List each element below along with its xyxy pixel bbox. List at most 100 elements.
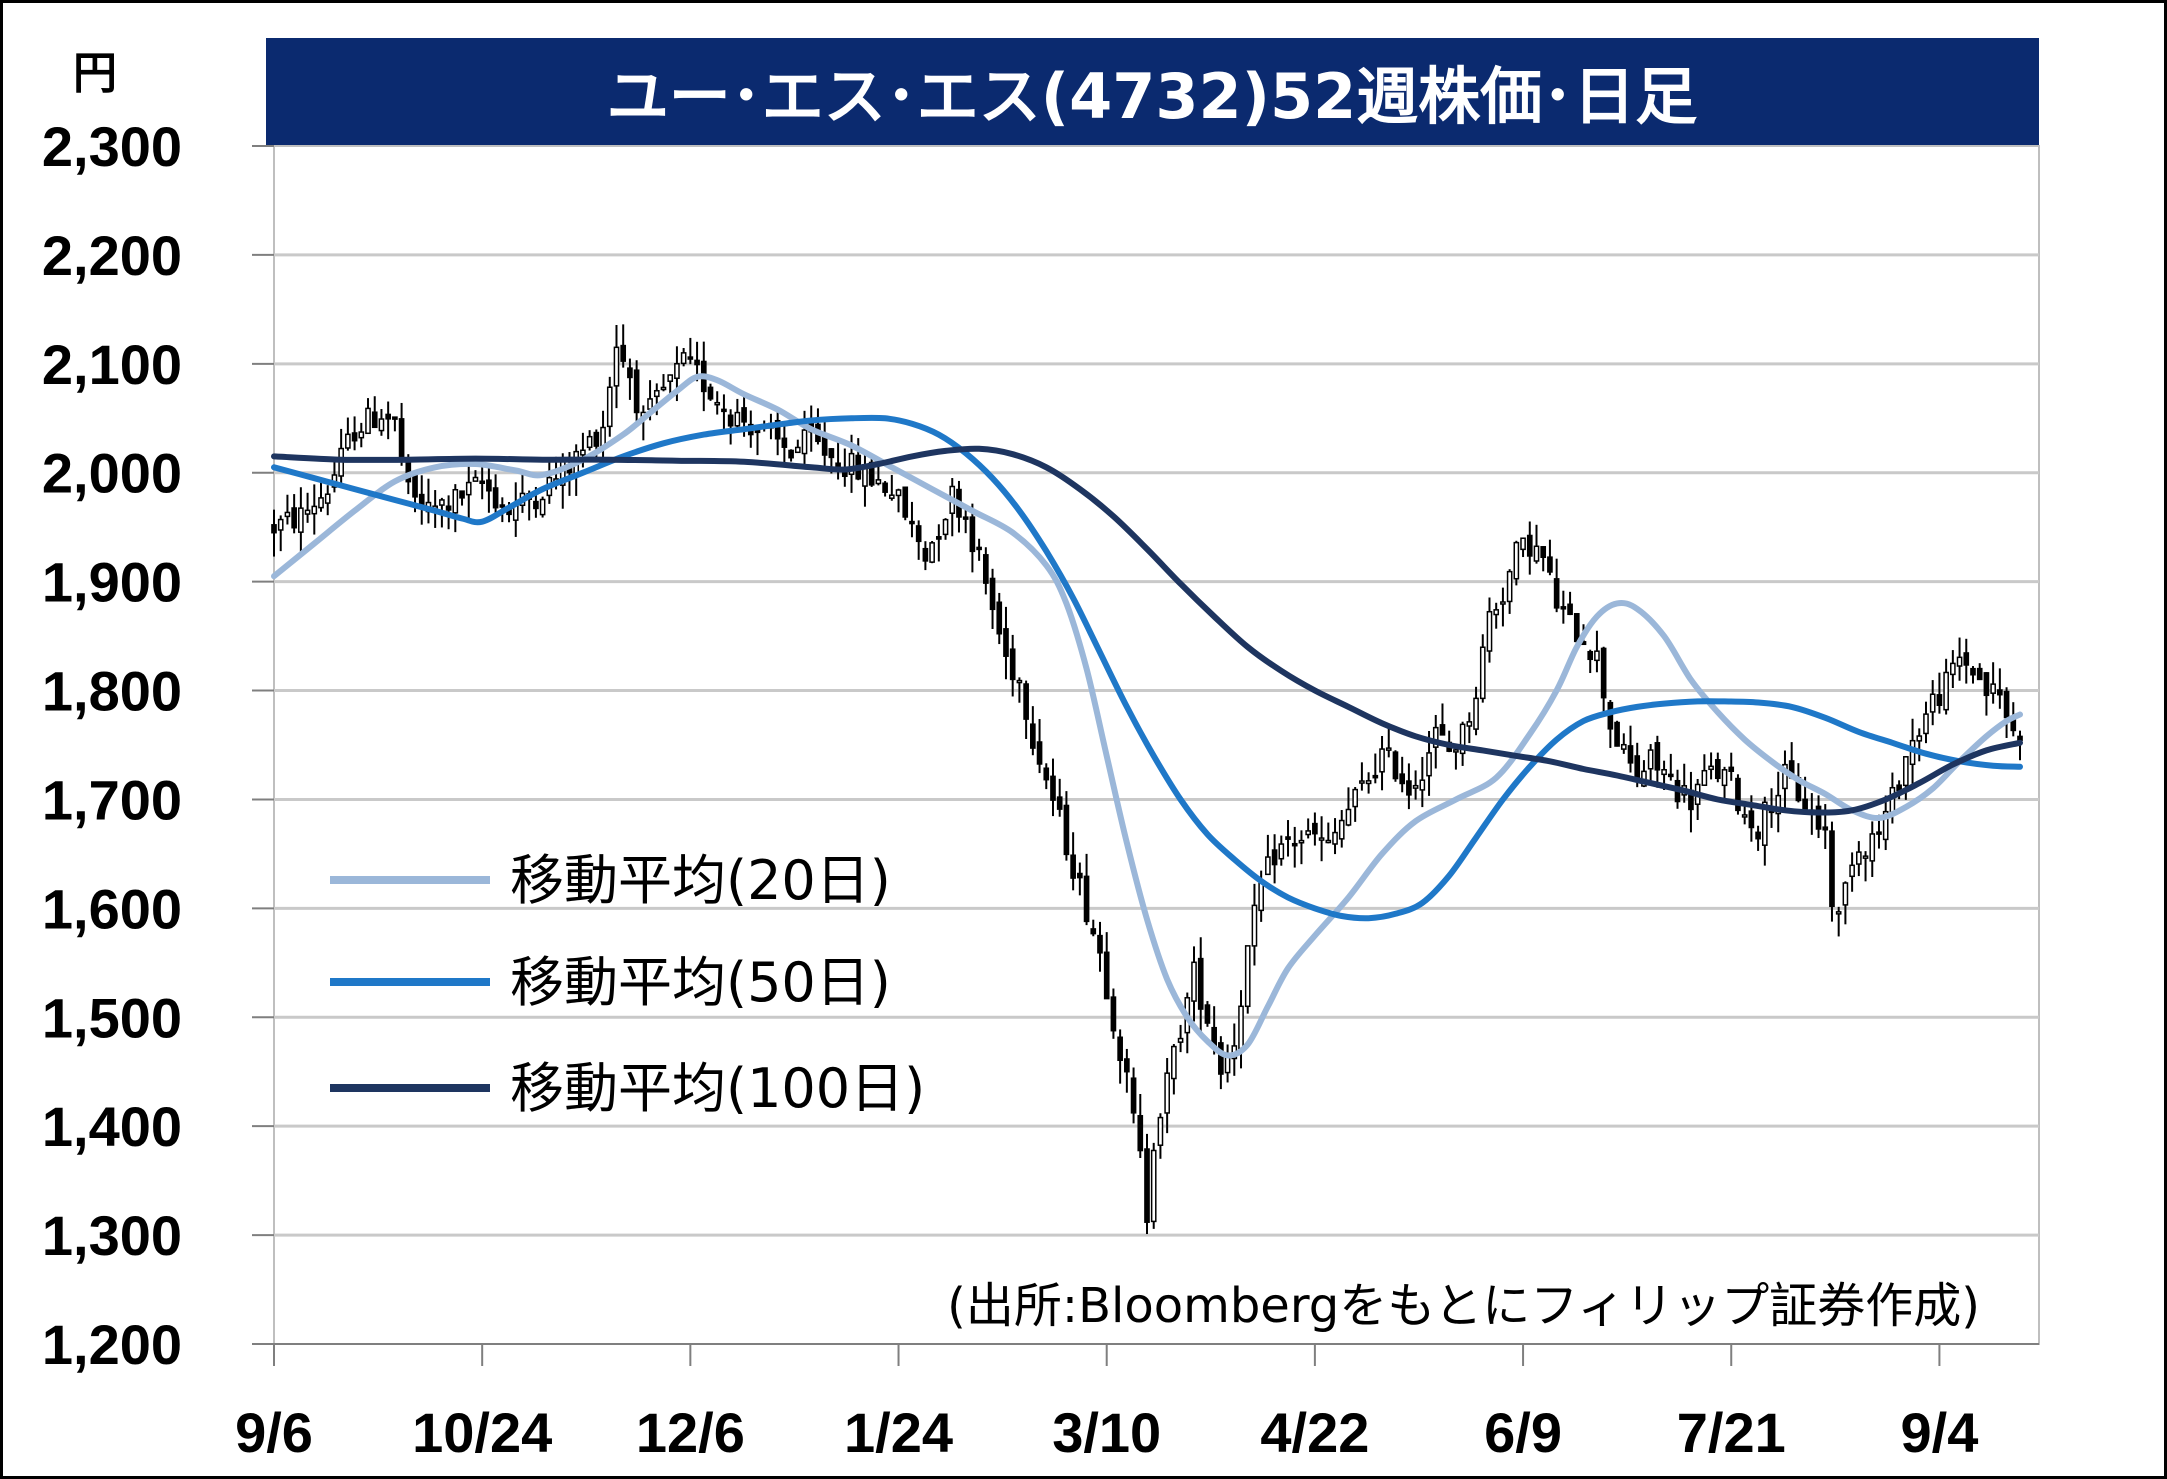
candle-body: [1050, 775, 1056, 801]
x-tick-label: 9/4: [1900, 1401, 1978, 1464]
candle-body: [1124, 1058, 1130, 1073]
candle-body: [821, 436, 828, 456]
candle-body: [1882, 810, 1889, 841]
candle-body: [882, 482, 888, 493]
candle-body: [1587, 650, 1594, 661]
candle-body: [1419, 779, 1426, 791]
x-tick-label: 12/6: [636, 1401, 745, 1464]
y-unit-label: 円: [73, 48, 117, 99]
candle-body: [1379, 748, 1385, 773]
candle-body: [653, 389, 660, 398]
candle-body: [996, 601, 1003, 635]
candle-body: [741, 407, 747, 423]
candle-body: [412, 474, 418, 498]
title-bar: [266, 38, 2039, 146]
candle-body: [627, 367, 633, 379]
candle-body: [1291, 842, 1298, 847]
candle-body: [439, 499, 445, 506]
candle-body: [1560, 606, 1567, 610]
candle-body: [781, 437, 788, 448]
candle-body: [694, 359, 700, 366]
candle-body: [1298, 839, 1305, 844]
candle-body: [1842, 882, 1849, 906]
candle-body: [2003, 690, 2010, 719]
candle-body: [1929, 693, 1936, 713]
candle-body: [1500, 601, 1506, 605]
candle-body: [1030, 723, 1036, 749]
candle-body: [774, 419, 781, 440]
candle-body: [976, 546, 982, 551]
candle-body: [674, 363, 680, 380]
candle-body: [358, 431, 365, 439]
candle-body: [539, 498, 546, 516]
candle-body: [1318, 837, 1325, 841]
candle-body: [1258, 881, 1264, 912]
candle-body: [902, 486, 909, 518]
candle-body: [1137, 1115, 1144, 1152]
candle-body: [1372, 774, 1379, 779]
candle-body: [1486, 610, 1493, 652]
candle-body: [1553, 578, 1560, 609]
candle-body: [452, 488, 459, 514]
candle-body: [580, 449, 586, 456]
candle-body: [1016, 679, 1023, 684]
candle-body: [1412, 784, 1419, 789]
candle-body: [935, 536, 942, 540]
candlesticks: [271, 324, 2023, 1235]
candle-body: [486, 479, 492, 492]
candle-body: [1177, 1037, 1184, 1043]
candle-body: [1117, 1036, 1123, 1061]
candle-body: [620, 344, 627, 362]
candle-body: [385, 413, 391, 420]
candle-body: [1627, 745, 1634, 764]
candle-body: [1312, 822, 1318, 835]
candle-body: [1976, 667, 1983, 681]
candle-body: [1903, 756, 1909, 787]
candle-body: [613, 346, 620, 387]
candle-body: [398, 418, 405, 460]
candle-body: [1479, 646, 1486, 700]
candle-body: [392, 416, 398, 420]
legend-label-ma20: 移動平均(20日): [510, 849, 891, 912]
candle-body: [1741, 814, 1748, 818]
y-tick-label: 1,500: [42, 986, 182, 1049]
candle-body: [929, 542, 935, 563]
candle-body: [1714, 759, 1721, 780]
candle-body: [1782, 763, 1788, 790]
candle-body: [1003, 628, 1009, 657]
candle-body: [1218, 1042, 1224, 1075]
y-tick-label: 2,300: [42, 115, 182, 178]
candle-body: [1620, 743, 1627, 750]
candle-body: [1278, 843, 1285, 860]
x-tick-label: 6/9: [1484, 1401, 1562, 1464]
candle-body: [1950, 662, 1956, 676]
candle-body: [969, 516, 976, 553]
ma-line-ma100: [271, 445, 2023, 816]
candle-body: [1157, 1116, 1164, 1146]
candle-body: [1271, 849, 1278, 866]
candle-body: [345, 433, 351, 449]
candle-body: [922, 547, 929, 562]
y-tick-label: 2,100: [42, 333, 182, 396]
candle-body: [1439, 724, 1446, 736]
candle-body: [1130, 1077, 1137, 1114]
x-tick-label: 7/21: [1677, 1401, 1786, 1464]
candle-body: [499, 504, 506, 508]
candle-body: [318, 497, 324, 509]
candle-body: [1647, 749, 1654, 770]
candle-body: [351, 432, 358, 442]
candle-body: [586, 435, 593, 449]
candle-body: [1150, 1149, 1157, 1223]
candle-body: [1325, 839, 1332, 844]
candle-body: [794, 446, 801, 454]
candle-body: [714, 401, 721, 406]
candle-body: [1473, 697, 1479, 730]
candle-body: [304, 509, 311, 515]
x-tick-label: 3/10: [1052, 1401, 1161, 1464]
candle-body: [734, 411, 741, 427]
candle-body: [1862, 855, 1869, 859]
candle-body: [828, 448, 835, 459]
legend: 移動平均(20日) 移動平均(50日) 移動平均(100日): [330, 849, 925, 1120]
candle-body: [291, 507, 297, 529]
candle-body: [942, 518, 949, 536]
